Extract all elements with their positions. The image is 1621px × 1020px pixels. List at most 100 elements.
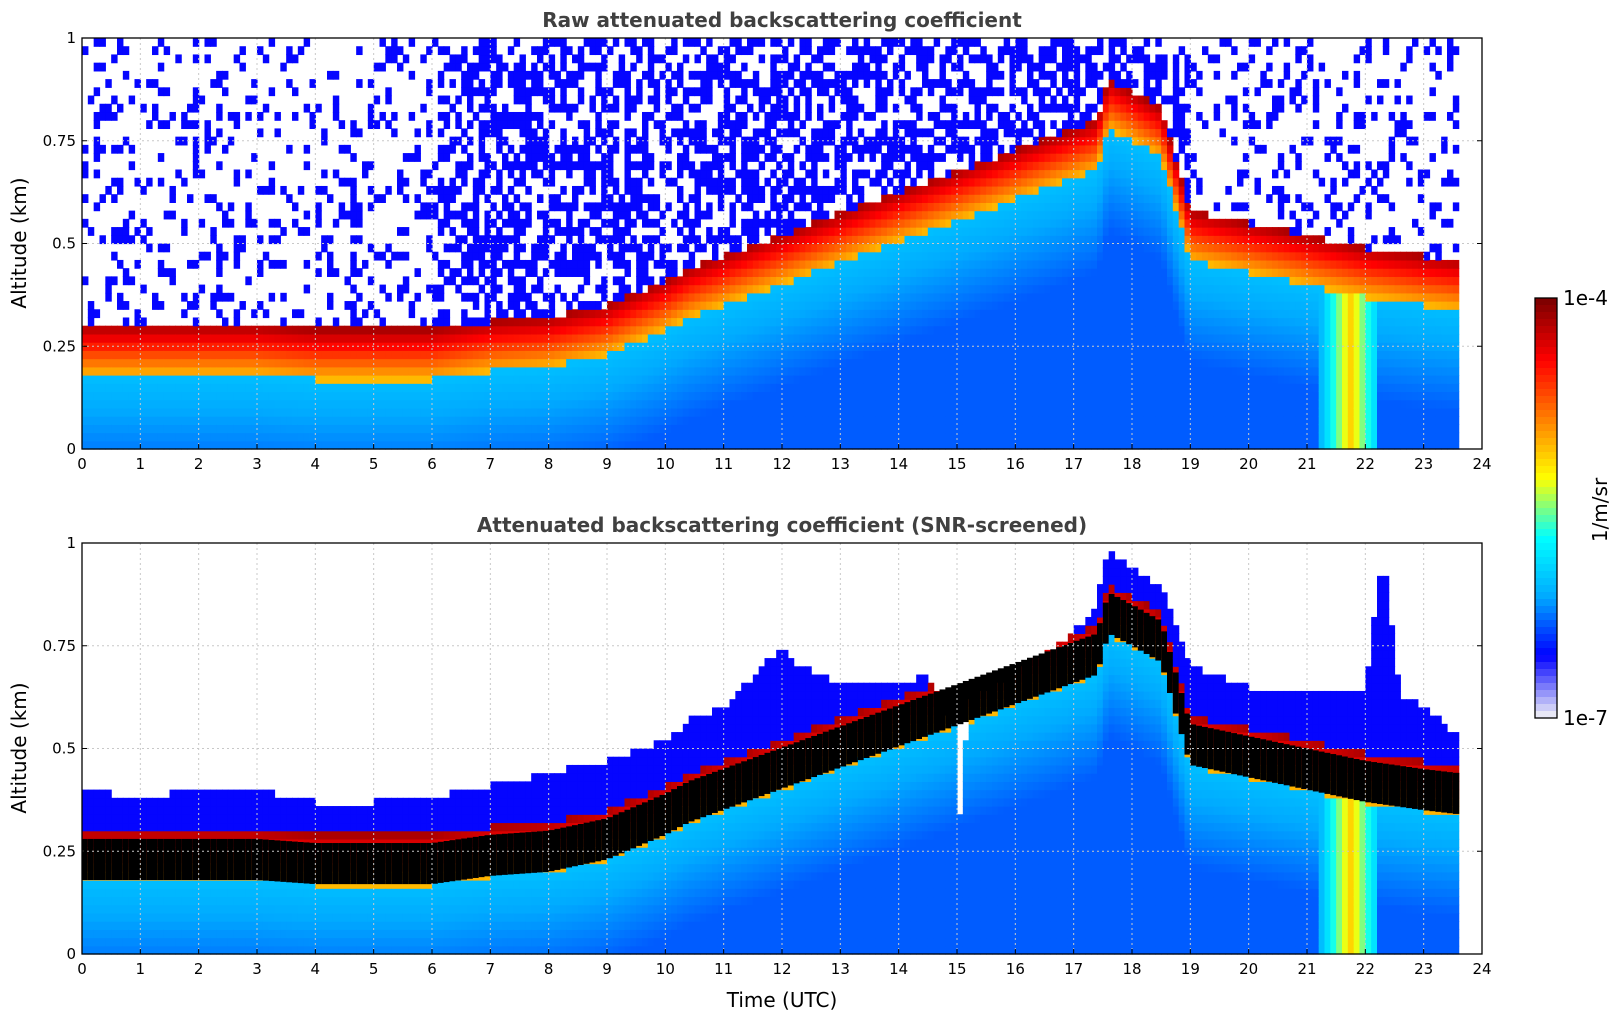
heatmap-cell — [222, 416, 229, 425]
heatmap-cell — [566, 309, 573, 319]
heatmap-cell — [478, 424, 486, 434]
heatmap-cell — [262, 432, 270, 442]
heatmap-cell — [618, 317, 626, 327]
heatmap-cell — [402, 153, 410, 162]
heatmap-cell — [321, 136, 328, 146]
heatmap-cell — [986, 259, 993, 269]
heatmap-cell — [367, 350, 375, 360]
heatmap-cell — [146, 399, 153, 409]
heatmap-cell — [239, 46, 246, 56]
heatmap-cell — [957, 391, 964, 401]
heatmap-cell — [986, 62, 993, 72]
heatmap-cell — [432, 251, 439, 261]
heatmap-cell — [840, 177, 847, 187]
heatmap-cell — [227, 416, 235, 425]
heatmap-cell — [659, 440, 666, 450]
heatmap-cell — [624, 366, 631, 376]
heatmap-cell — [712, 309, 719, 319]
heatmap-cell — [717, 111, 725, 121]
heatmap-cell — [776, 342, 783, 351]
heatmap-cell — [577, 62, 585, 72]
heatmap-cell — [303, 342, 311, 351]
heatmap-cell — [117, 103, 124, 113]
heatmap-cell — [612, 79, 620, 88]
heatmap-cell — [747, 391, 754, 401]
heatmap-cell — [222, 333, 229, 343]
heatmap-cell — [496, 235, 503, 245]
heatmap-cell — [443, 111, 451, 121]
heatmap-cell — [204, 407, 211, 417]
heatmap-cell — [350, 202, 357, 212]
heatmap-cell — [560, 38, 567, 47]
heatmap-cell — [397, 169, 404, 179]
heatmap-cell — [857, 243, 865, 253]
heatmap-cell — [793, 358, 801, 368]
heatmap-cell — [519, 440, 526, 450]
heatmap-cell — [478, 342, 486, 351]
heatmap-cell — [624, 325, 631, 335]
heatmap-cell — [852, 111, 859, 121]
heatmap-cell — [647, 432, 655, 442]
heatmap-cell — [227, 440, 235, 450]
heatmap-cell — [420, 424, 427, 434]
heatmap-cell — [694, 54, 701, 64]
heatmap-cell — [887, 317, 894, 327]
heatmap-cell — [455, 235, 462, 245]
heatmap-cell — [262, 440, 270, 450]
heatmap-cell — [455, 424, 462, 434]
heatmap-cell — [898, 399, 906, 409]
heatmap-cell — [846, 70, 853, 80]
heatmap-cell — [321, 407, 328, 417]
heatmap-cell — [303, 161, 311, 171]
heatmap-cell — [957, 309, 964, 319]
heatmap-cell — [519, 416, 526, 425]
heatmap-cell — [362, 416, 369, 425]
heatmap-cell — [939, 383, 946, 393]
heatmap-cell — [700, 169, 707, 179]
heatmap-cell — [916, 54, 923, 64]
heatmap-cell — [682, 358, 690, 368]
heatmap-cell — [332, 218, 340, 228]
heatmap-cell — [192, 383, 200, 393]
heatmap-cell — [764, 95, 771, 105]
heatmap-cell — [875, 210, 882, 220]
heatmap-cell — [642, 416, 649, 425]
heatmap-cell — [618, 243, 626, 253]
heatmap-cell — [822, 383, 830, 393]
heatmap-cell — [636, 202, 643, 212]
heatmap-cell — [525, 317, 532, 327]
heatmap-cell — [898, 284, 906, 294]
heatmap-cell — [729, 432, 736, 442]
heatmap-cell — [712, 424, 719, 434]
heatmap-cell — [916, 153, 923, 162]
heatmap-cell — [723, 342, 731, 351]
heatmap-cell — [280, 375, 287, 384]
heatmap-cell — [758, 276, 766, 286]
heatmap-cell — [502, 440, 509, 450]
heatmap-cell — [811, 407, 818, 417]
heatmap-cell — [642, 317, 649, 327]
heatmap-cell — [502, 202, 509, 212]
heatmap-cell — [852, 416, 859, 425]
heatmap-cell — [99, 350, 106, 360]
heatmap-cell — [210, 292, 217, 302]
heatmap-cell — [303, 383, 311, 393]
heatmap-cell — [542, 350, 550, 360]
heatmap-cell — [776, 111, 783, 121]
heatmap-cell — [449, 407, 456, 417]
heatmap-cell — [688, 309, 696, 319]
heatmap-cell — [647, 95, 655, 105]
heatmap-cell — [782, 70, 789, 80]
heatmap-cell — [117, 38, 124, 47]
heatmap-cell — [957, 202, 964, 212]
heatmap-cell — [157, 153, 165, 162]
heatmap-cell — [356, 218, 363, 228]
heatmap-cell — [898, 235, 906, 245]
heatmap-cell — [986, 251, 993, 261]
heatmap-cell — [612, 251, 620, 261]
heatmap-cell — [957, 144, 964, 154]
heatmap-cell — [898, 62, 906, 72]
heatmap-cell — [642, 375, 649, 384]
heatmap-cell — [572, 309, 579, 319]
heatmap-cell — [927, 424, 935, 434]
